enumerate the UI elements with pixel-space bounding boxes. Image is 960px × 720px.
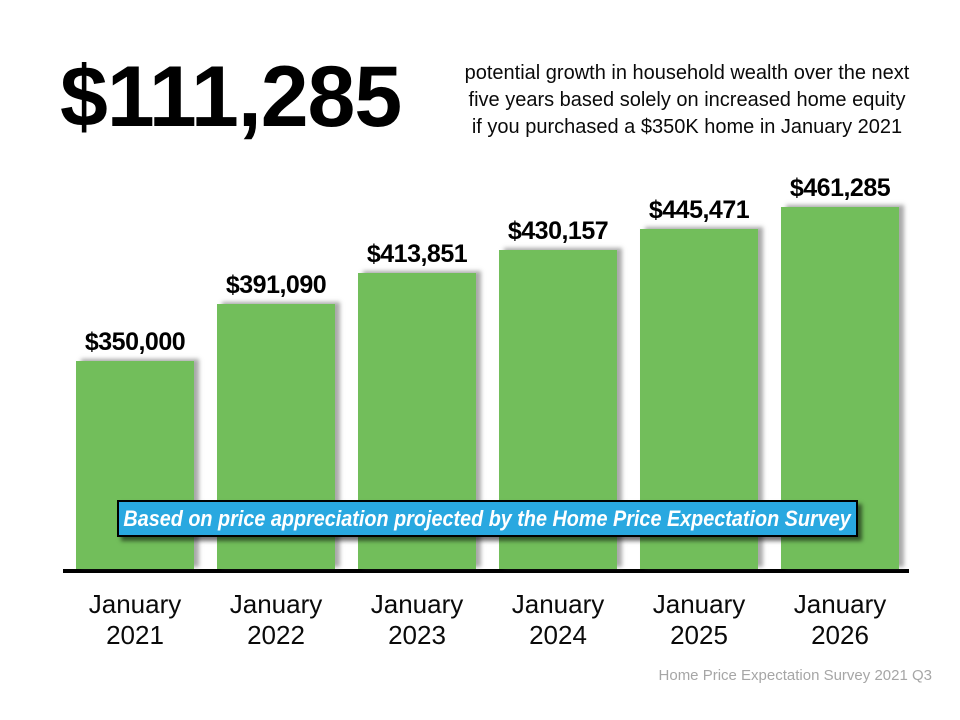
headline-amount: $111,285 [60,49,402,145]
x-axis-line [63,569,909,573]
source-banner-text: Based on price appreciation projected by… [123,505,852,531]
headline-description: potential growth in household wealth ove… [443,60,931,141]
footer-credit: Home Price Expectation Survey 2021 Q3 [658,667,932,684]
x-axis-label-year: 2023 [388,620,446,650]
x-axis-label-month: January [370,589,464,619]
x-axis-label-year: 2026 [811,620,869,650]
x-axis-label-month: January [511,589,605,619]
x-axis-label-month: January [652,589,746,619]
bar-value-label: $413,851 [366,240,468,268]
bar-value-label: $350,000 [84,328,186,356]
bar-2021 [76,361,194,569]
source-banner: Based on price appreciation projected by… [117,500,858,537]
x-axis-label-2024: January 2024 [473,589,643,651]
x-axis-label-year: 2025 [670,620,728,650]
bar-value-label: $391,090 [225,271,327,299]
headline-description-line-3: if you purchased a $350K home in January… [471,116,903,138]
x-axis-label-month: January [793,589,887,619]
x-axis-label-year: 2021 [106,620,164,650]
x-axis-label-2025: January 2025 [614,589,784,651]
headline-description-line-2: five years based solely on increased hom… [468,89,906,111]
bar-value-label: $430,157 [507,217,609,245]
bar-value-label: $445,471 [648,196,750,224]
headline-description-line-1: potential growth in household wealth ove… [464,62,910,84]
x-axis-label-2021: January 2021 [50,589,220,651]
x-axis-label-month: January [229,589,323,619]
x-axis-label-2022: January 2022 [191,589,361,651]
x-axis-label-year: 2024 [529,620,587,650]
bar-value-label: $461,285 [789,174,891,202]
x-axis-label-month: January [88,589,182,619]
x-axis-label-2023: January 2023 [332,589,502,651]
x-axis-label-year: 2022 [247,620,305,650]
x-axis-label-2026: January 2026 [755,589,925,651]
